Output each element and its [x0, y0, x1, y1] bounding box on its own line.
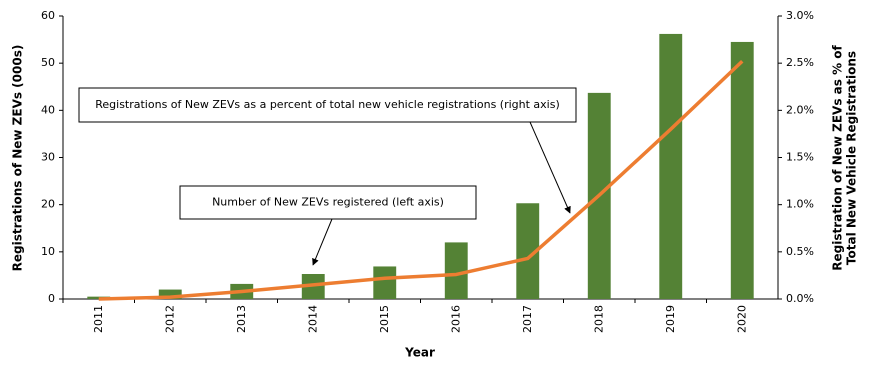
y2-tick-label: 1.0% — [786, 198, 814, 211]
y2-axis-title: Registration of New ZEVs as % of — [831, 44, 845, 270]
x-tick-label: 2016 — [449, 305, 462, 333]
y-tick-label: 10 — [41, 245, 55, 258]
y-tick-label: 50 — [41, 56, 55, 69]
bar — [373, 266, 397, 299]
annotation-arrow — [312, 218, 333, 266]
x-tick-label: 2017 — [521, 305, 534, 333]
y-tick-label: 30 — [41, 151, 55, 164]
x-tick-label: 2019 — [664, 305, 677, 333]
annotation-text: Number of New ZEVs registered (left axis… — [212, 196, 444, 209]
line-series — [98, 60, 744, 301]
annotation-text: Registrations of New ZEVs as a percent o… — [95, 98, 560, 111]
x-tick-label: 2013 — [235, 305, 248, 333]
y-tick-label: 40 — [41, 103, 55, 116]
y-tick-label: 60 — [41, 9, 55, 22]
y-tick-label: 0 — [48, 292, 55, 305]
y2-tick-label: 0.0% — [786, 292, 814, 305]
annotation-box — [78, 87, 577, 123]
y2-tick-label: 1.5% — [786, 151, 814, 164]
annotation-arrow — [529, 121, 571, 214]
y-axis-title: Registrations of New ZEVs (000s) — [11, 45, 25, 272]
annotation-box — [179, 185, 477, 220]
x-tick-label: 2011 — [92, 305, 105, 333]
bar — [158, 289, 182, 299]
x-tick-label: 2012 — [163, 305, 176, 333]
x-axis-title: Year — [404, 346, 435, 360]
x-tick-label: 2014 — [306, 305, 319, 333]
bar — [516, 203, 540, 299]
bar — [444, 242, 468, 299]
y2-tick-label: 2.0% — [786, 103, 814, 116]
x-tick-label: 2020 — [735, 305, 748, 333]
y-tick-label: 20 — [41, 198, 55, 211]
y2-axis-title: Total New Vehicle Registrations — [845, 51, 859, 265]
bar — [659, 33, 683, 299]
x-tick-label: 2018 — [592, 305, 605, 333]
y2-tick-label: 2.5% — [786, 56, 814, 69]
y2-tick-label: 3.0% — [786, 9, 814, 22]
bar — [730, 41, 754, 300]
y2-tick-label: 0.5% — [786, 245, 814, 258]
x-tick-label: 2015 — [378, 305, 391, 333]
